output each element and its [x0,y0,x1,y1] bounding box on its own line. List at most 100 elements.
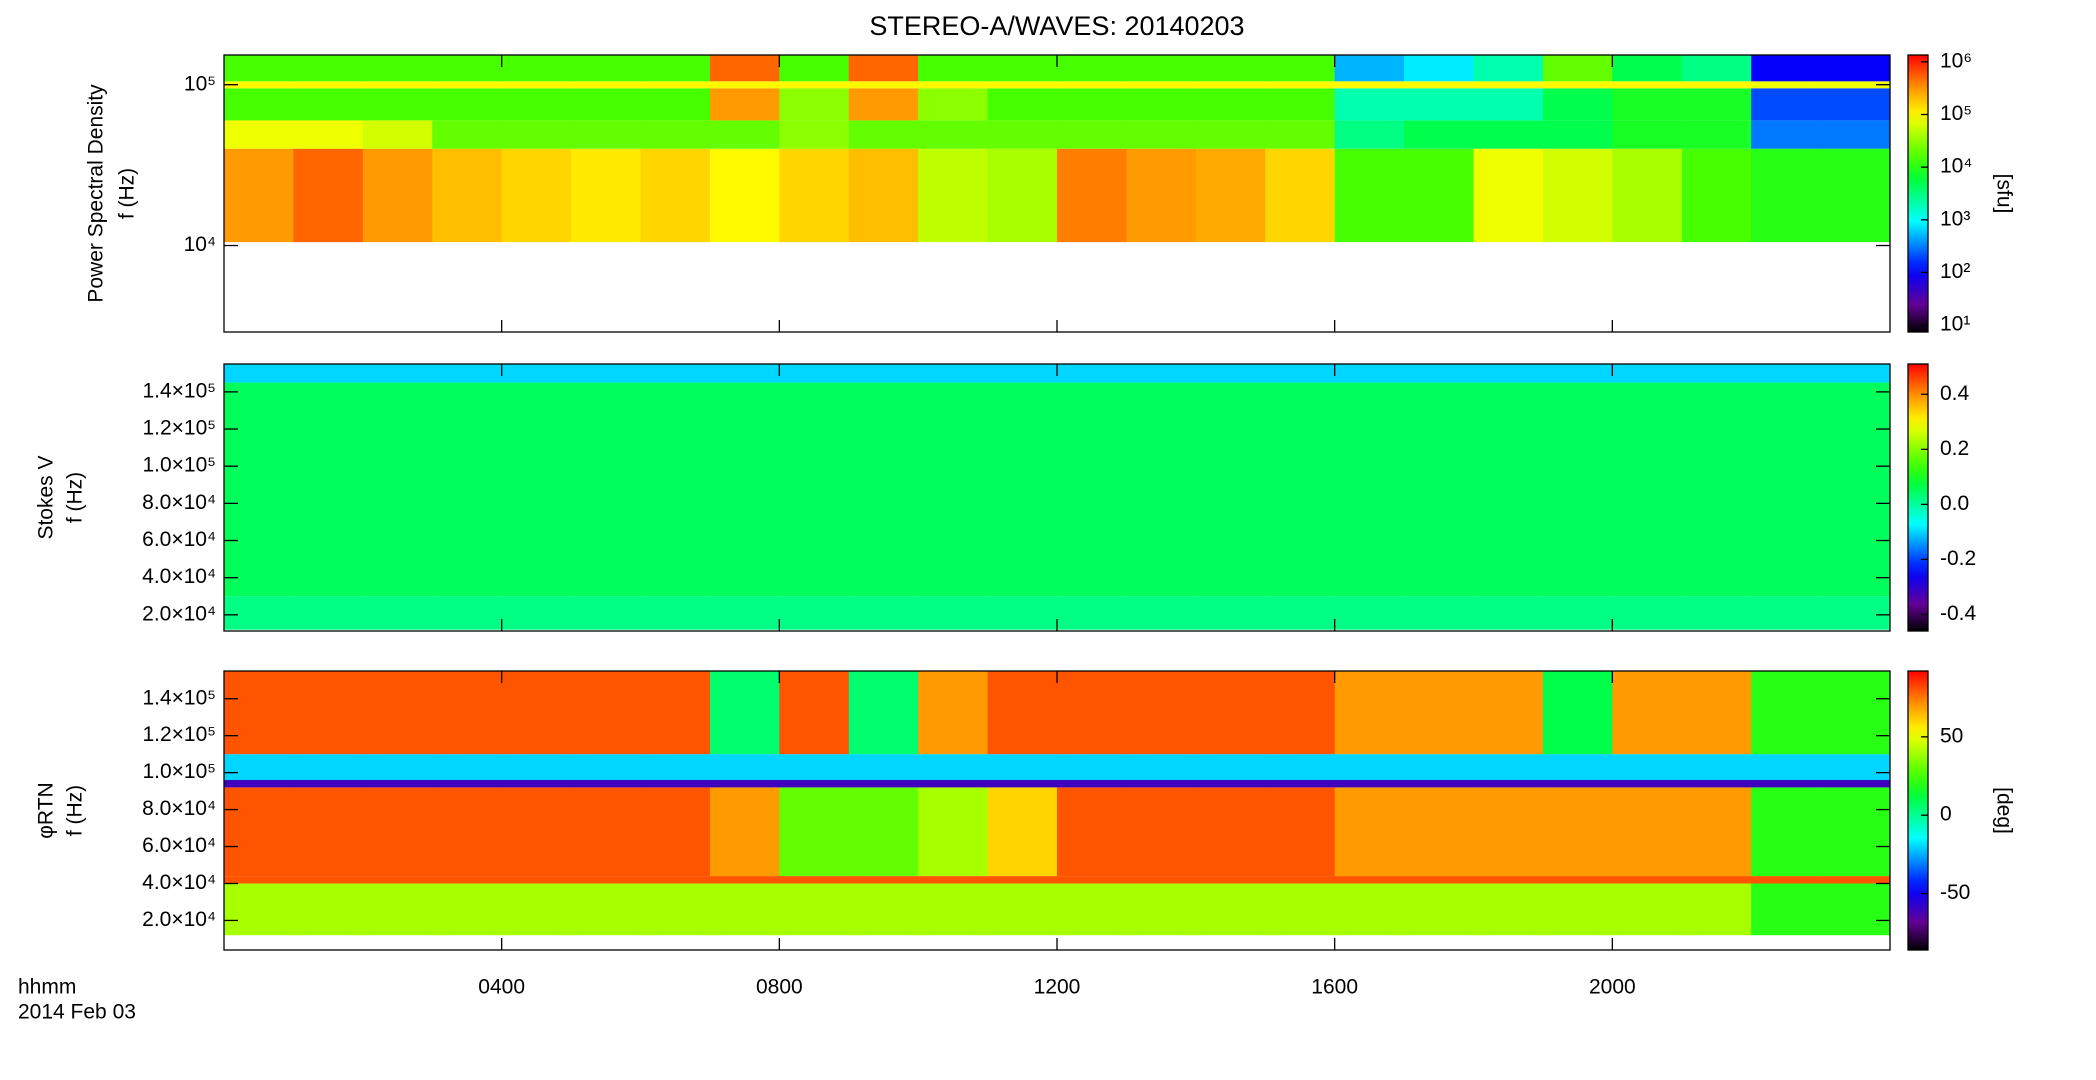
heat-cell [1195,55,1266,82]
heat-cell [362,876,433,884]
heat-cell [1126,787,1197,877]
heat-cell [779,671,850,755]
heat-cell [1404,148,1475,243]
heat-cell [779,148,850,243]
heat-cell [918,596,989,630]
heat-cell [571,364,642,383]
heat-cell [1820,88,1890,121]
heat-cell [1126,596,1197,630]
heat-cell [1681,364,1752,383]
heat-cell [293,780,364,788]
heat-cell [1126,876,1197,884]
heat-cell [1057,780,1128,788]
heat-cell [571,876,642,884]
heat-cell [779,780,850,788]
heat-cell [640,88,711,121]
heat-cell [1057,88,1128,121]
heat-cell [1473,883,1544,936]
heat-cell [224,671,295,755]
heat-cell [987,780,1058,788]
heat-cell [501,883,572,936]
heat-cell [918,88,989,121]
heat-cell [1473,876,1544,884]
heat-cell [1404,671,1475,755]
heat-cell [1751,787,1822,877]
heat-cell [1265,81,1336,89]
heat-cell [1334,88,1405,121]
heat-cell [571,596,642,630]
heat-cell [432,382,503,597]
heat-cell [432,754,503,781]
heat-cell [1542,754,1613,781]
heat-cell [1542,81,1613,89]
heat-cell [1265,120,1336,149]
heat-cell [1404,364,1475,383]
heat-cell [1334,120,1405,149]
heat-cell [1473,148,1544,243]
heat-cell [362,81,433,89]
colorbar-tick-label: 0.4 [1940,382,1970,405]
heat-cell [1542,787,1613,877]
heat-cell [1820,787,1890,877]
heat-cell [1195,382,1266,597]
heat-cell [848,55,919,82]
heat-cell [987,671,1058,755]
heat-cell [987,596,1058,630]
heat-cell [432,876,503,884]
heat-cell [1751,754,1822,781]
heat-cell [918,81,989,89]
heat-cell [1820,883,1890,936]
heat-cell [501,364,572,383]
heat-cell [640,883,711,936]
heat-cell [1681,754,1752,781]
heat-cell [571,780,642,788]
heat-cell [501,88,572,121]
y-axis-label: Stokes V [35,455,58,539]
y-axis-label: φRTN [35,782,58,838]
heat-cell [987,81,1058,89]
heat-cell [1681,883,1752,936]
heat-cell [293,382,364,597]
heat-cell [1334,596,1405,630]
heat-cell [1751,120,1822,149]
heat-cell [224,787,295,877]
colorbar-tick-label: 10⁶ [1940,49,1972,72]
heat-cell [224,754,295,781]
heat-cell [640,81,711,89]
heat-cell [779,88,850,121]
heat-cell [1612,382,1683,597]
heat-cell [1404,876,1475,884]
heat-cell [1265,596,1336,630]
heat-cell [640,364,711,383]
heat-cell [1542,876,1613,884]
heat-cell [1612,596,1683,630]
heat-cell [1265,754,1336,781]
heat-cell [1612,148,1683,243]
heat-cell [571,120,642,149]
chart-title: STEREO-A/WAVES: 20140203 [869,11,1244,41]
colorbar-label: [deg] [1992,787,2015,834]
heat-cell [918,876,989,884]
heat-cell [1681,81,1752,89]
y-tick-label: 1.0×10⁵ [142,760,216,783]
heat-cell [987,787,1058,877]
heat-cell [1265,88,1336,121]
y-tick-label: 1.2×10⁵ [142,723,216,746]
heat-cell [918,787,989,877]
heat-cell [1265,364,1336,383]
heat-cell [501,671,572,755]
colorbar-tick-label: 0.2 [1940,437,1969,460]
heat-cell [1334,671,1405,755]
heat-cell [1126,88,1197,121]
heat-cell [1265,876,1336,884]
heat-cell [571,55,642,82]
heat-cell [1612,780,1683,788]
heat-cell [1404,787,1475,877]
y-axis-label: Power Spectral Density [85,84,108,303]
heat-cell [1126,754,1197,781]
heat-cell [501,81,572,89]
heat-cell [432,55,503,82]
heat-cell [1681,671,1752,755]
heat-cell [501,787,572,877]
heat-cell [1473,787,1544,877]
